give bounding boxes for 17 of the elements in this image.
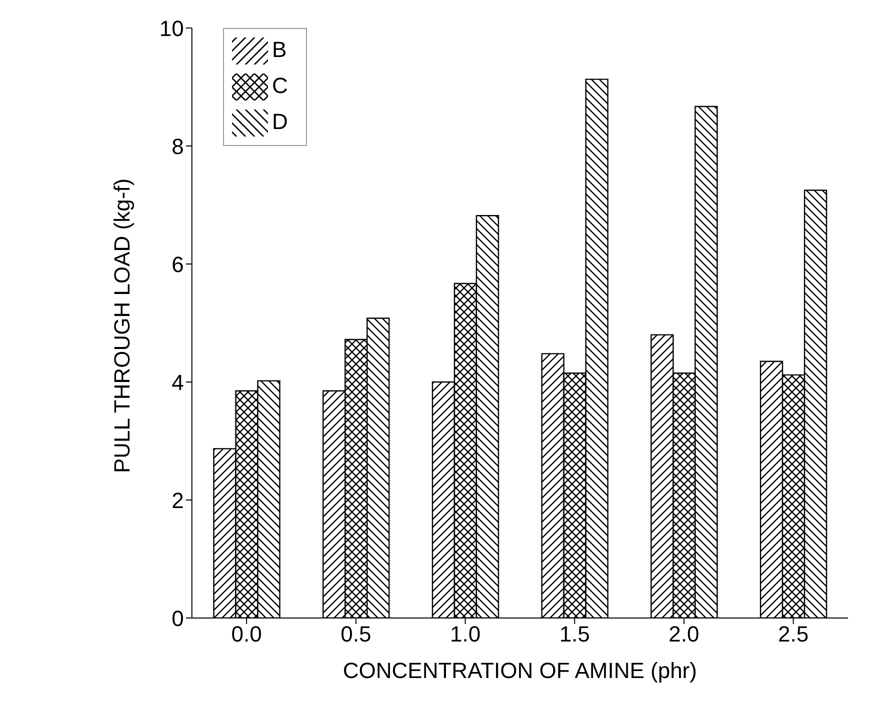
y-tick-label: 8 — [172, 134, 184, 159]
x-tick-label: 2.5 — [778, 622, 809, 647]
y-tick-label: 10 — [159, 16, 184, 41]
y-axis-title: PULL THROUGH LOAD (kg-f) — [110, 178, 135, 473]
y-tick-label: 4 — [172, 370, 184, 395]
y-tick-label: 6 — [172, 252, 184, 277]
y-tick-label: 0 — [172, 606, 184, 631]
y-tick-label: 2 — [172, 488, 184, 513]
x-tick-label: 2.0 — [668, 622, 700, 647]
x-tick-label: 0.5 — [340, 622, 372, 647]
legend-label: D — [272, 108, 288, 134]
x-tick-label: 1.5 — [559, 622, 590, 647]
x-axis-title: CONCENTRATION OF AMINE (phr) — [342, 658, 697, 683]
x-tick-label: 1.0 — [450, 622, 481, 647]
x-tick-label: 0.0 — [231, 622, 262, 647]
legend-label: C — [272, 72, 288, 98]
legend-label: B — [272, 36, 287, 62]
